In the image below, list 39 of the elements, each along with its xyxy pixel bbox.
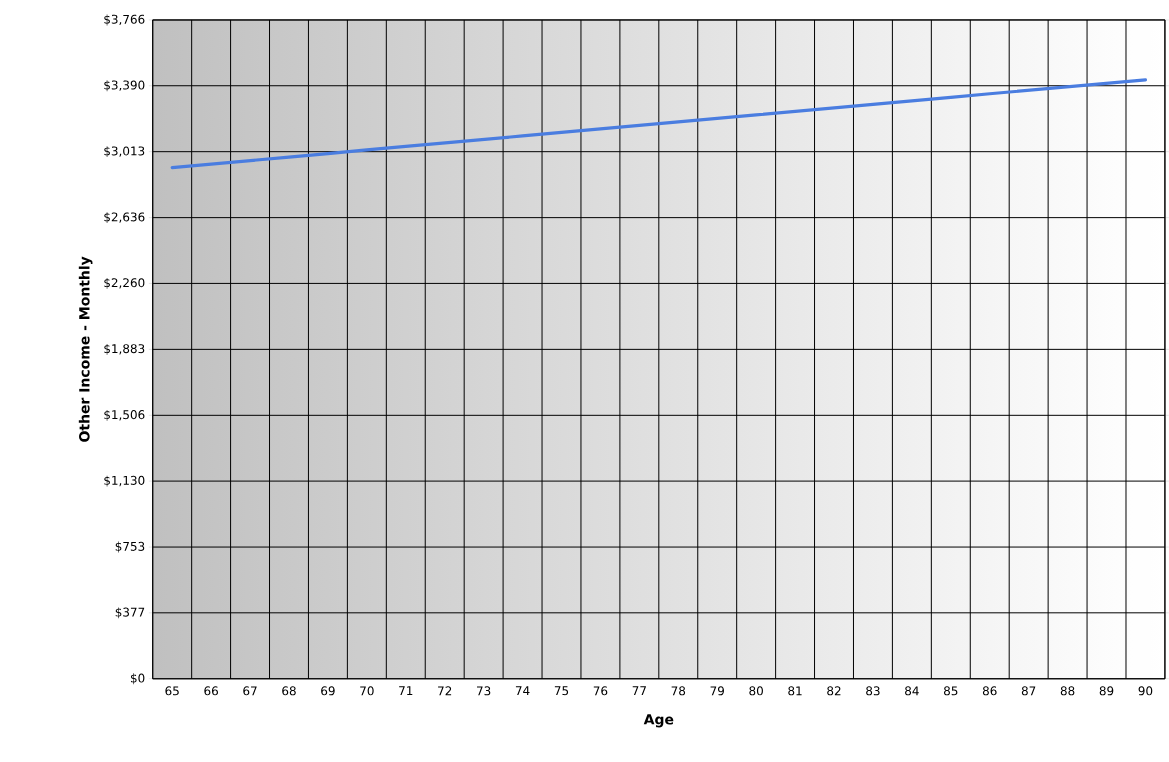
x-tick-label: 65 — [165, 686, 179, 696]
x-tick-label: 79 — [710, 686, 724, 696]
x-tick-label: 75 — [554, 686, 569, 696]
x-tick-label: 89 — [1099, 686, 1114, 696]
x-tick-label: 72 — [438, 686, 452, 696]
y-tick-label: $3,390 — [104, 80, 145, 92]
x-tick-label: 81 — [788, 686, 802, 696]
x-tick-label: 77 — [632, 686, 646, 696]
x-tick-label: 66 — [204, 686, 218, 696]
y-tick-label: $2,260 — [104, 278, 145, 290]
x-tick-label: 88 — [1060, 686, 1075, 696]
y-tick-label: $1,506 — [104, 410, 145, 421]
x-tick-label: 90 — [1138, 686, 1153, 696]
x-tick-label: 69 — [321, 686, 335, 696]
x-tick-label: 84 — [905, 686, 919, 696]
x-tick-label: 71 — [399, 686, 413, 696]
y-tick-label: $1,130 — [104, 475, 145, 487]
x-tick-label: 82 — [827, 686, 841, 696]
x-tick-label: 80 — [749, 686, 763, 696]
x-tick-label: 78 — [671, 686, 686, 696]
x-tick-label: 68 — [282, 686, 296, 696]
x-tick-label: 83 — [866, 686, 880, 696]
y-tick-label: $3,766 — [104, 14, 145, 26]
x-tick-label: 73 — [477, 686, 491, 696]
x-tick-label: 86 — [982, 686, 997, 696]
y-tick-label: $2,636 — [104, 212, 145, 224]
y-tick-label: $0 — [130, 673, 145, 685]
x-tick-label: 87 — [1021, 686, 1036, 696]
y-tick-label: $753 — [115, 541, 145, 553]
x-tick-label: 70 — [360, 686, 374, 696]
x-tick-label: 85 — [943, 686, 958, 696]
y-tick-label: $377 — [115, 607, 145, 619]
x-tick-label: 74 — [515, 686, 530, 696]
x-tick-label: 76 — [593, 686, 608, 696]
x-axis-title: Age — [643, 714, 674, 728]
y-axis-title: Other Income - Monthly — [78, 256, 93, 443]
y-tick-label: $1,883 — [104, 344, 145, 355]
y-tick-label: $3,013 — [104, 146, 145, 158]
x-tick-label: 67 — [243, 686, 257, 696]
